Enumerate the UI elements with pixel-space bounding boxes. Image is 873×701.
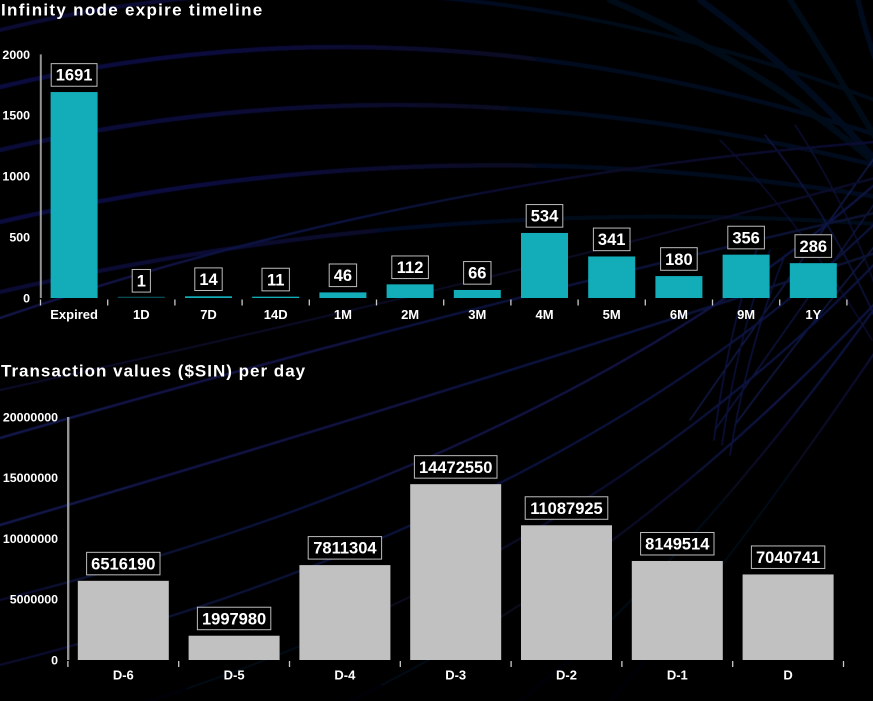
svg-text:Transaction values ($SIN) per: Transaction values ($SIN) per day xyxy=(1,362,306,381)
svg-text:D-1: D-1 xyxy=(667,668,688,683)
svg-text:9M: 9M xyxy=(737,307,755,322)
svg-text:14: 14 xyxy=(199,271,218,289)
svg-text:Expired: Expired xyxy=(50,307,98,322)
svg-text:0: 0 xyxy=(51,653,58,667)
svg-text:20000000: 20000000 xyxy=(3,410,58,424)
svg-text:1500: 1500 xyxy=(2,109,30,123)
svg-text:1000: 1000 xyxy=(2,170,30,184)
svg-text:4M: 4M xyxy=(535,307,553,322)
svg-text:1M: 1M xyxy=(334,307,352,322)
svg-text:7040741: 7040741 xyxy=(756,549,820,567)
svg-text:5M: 5M xyxy=(603,307,621,322)
svg-text:534: 534 xyxy=(531,208,559,226)
svg-text:D-3: D-3 xyxy=(445,668,466,683)
svg-text:8149514: 8149514 xyxy=(645,536,710,554)
svg-text:3M: 3M xyxy=(468,307,486,322)
svg-text:1D: 1D xyxy=(133,307,150,322)
svg-text:1997980: 1997980 xyxy=(202,610,266,628)
svg-text:6M: 6M xyxy=(670,307,688,322)
svg-text:6516190: 6516190 xyxy=(91,555,155,573)
svg-text:D-2: D-2 xyxy=(556,668,577,683)
svg-text:356: 356 xyxy=(732,229,760,247)
svg-text:14D: 14D xyxy=(264,307,288,322)
svg-text:112: 112 xyxy=(397,259,424,277)
svg-text:66: 66 xyxy=(468,265,486,283)
svg-text:7811304: 7811304 xyxy=(313,540,377,558)
svg-text:10000000: 10000000 xyxy=(3,532,58,546)
svg-text:5000000: 5000000 xyxy=(10,593,58,607)
svg-text:2M: 2M xyxy=(401,307,419,322)
svg-text:11087925: 11087925 xyxy=(530,500,603,518)
svg-text:1691: 1691 xyxy=(56,67,93,85)
svg-text:46: 46 xyxy=(334,267,352,285)
svg-text:7D: 7D xyxy=(200,307,217,322)
svg-text:D: D xyxy=(783,668,792,683)
svg-text:0: 0 xyxy=(23,291,30,305)
svg-text:500: 500 xyxy=(9,231,30,245)
svg-text:341: 341 xyxy=(598,231,626,249)
svg-text:Infinity node expire timeline: Infinity node expire timeline xyxy=(1,1,264,20)
svg-text:D-4: D-4 xyxy=(334,668,356,683)
svg-text:1: 1 xyxy=(137,273,146,291)
svg-text:1Y: 1Y xyxy=(805,307,821,322)
svg-text:15000000: 15000000 xyxy=(3,471,58,485)
svg-text:286: 286 xyxy=(800,238,828,256)
svg-text:14472550: 14472550 xyxy=(419,459,492,477)
svg-text:180: 180 xyxy=(665,251,693,269)
svg-text:2000: 2000 xyxy=(2,48,30,62)
svg-text:D-5: D-5 xyxy=(224,668,245,683)
svg-text:11: 11 xyxy=(267,271,284,289)
svg-text:D-6: D-6 xyxy=(113,668,134,683)
